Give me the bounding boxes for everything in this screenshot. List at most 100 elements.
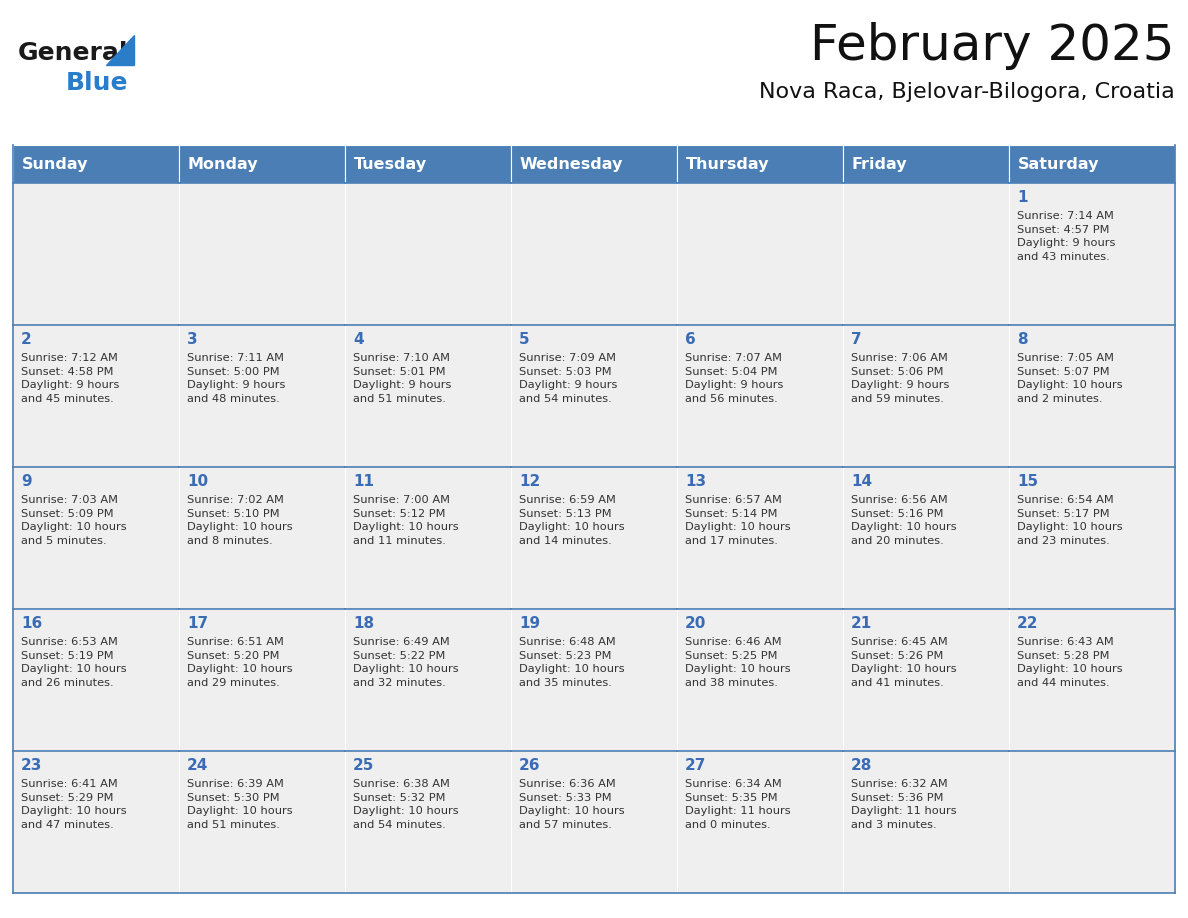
Text: February 2025: February 2025: [810, 22, 1175, 70]
Bar: [843, 751, 1009, 893]
Text: 21: 21: [851, 616, 872, 631]
Text: 26: 26: [519, 758, 541, 773]
Polygon shape: [106, 35, 134, 65]
Text: 25: 25: [353, 758, 374, 773]
Bar: [345, 183, 511, 325]
Text: Sunrise: 7:03 AM
Sunset: 5:09 PM
Daylight: 10 hours
and 5 minutes.: Sunrise: 7:03 AM Sunset: 5:09 PM Dayligh…: [21, 495, 127, 546]
Text: Sunrise: 7:02 AM
Sunset: 5:10 PM
Daylight: 10 hours
and 8 minutes.: Sunrise: 7:02 AM Sunset: 5:10 PM Dayligh…: [187, 495, 292, 546]
Text: Saturday: Saturday: [1018, 156, 1100, 172]
Text: Sunrise: 6:53 AM
Sunset: 5:19 PM
Daylight: 10 hours
and 26 minutes.: Sunrise: 6:53 AM Sunset: 5:19 PM Dayligh…: [21, 637, 127, 688]
Text: 20: 20: [685, 616, 707, 631]
Bar: [843, 467, 1009, 609]
Text: 18: 18: [353, 616, 374, 631]
Text: 10: 10: [187, 474, 208, 489]
Bar: [179, 145, 345, 183]
Text: Sunrise: 6:57 AM
Sunset: 5:14 PM
Daylight: 10 hours
and 17 minutes.: Sunrise: 6:57 AM Sunset: 5:14 PM Dayligh…: [685, 495, 791, 546]
Text: Monday: Monday: [188, 156, 259, 172]
Text: 3: 3: [187, 332, 197, 347]
Text: Sunrise: 7:11 AM
Sunset: 5:00 PM
Daylight: 9 hours
and 48 minutes.: Sunrise: 7:11 AM Sunset: 5:00 PM Dayligh…: [187, 353, 285, 404]
Text: Sunday: Sunday: [23, 156, 88, 172]
Text: Tuesday: Tuesday: [354, 156, 428, 172]
Text: 7: 7: [851, 332, 861, 347]
Bar: [1009, 183, 1175, 325]
Bar: [511, 467, 677, 609]
Text: Sunrise: 6:51 AM
Sunset: 5:20 PM
Daylight: 10 hours
and 29 minutes.: Sunrise: 6:51 AM Sunset: 5:20 PM Dayligh…: [187, 637, 292, 688]
Bar: [843, 183, 1009, 325]
Bar: [511, 751, 677, 893]
Bar: [179, 183, 345, 325]
Text: Sunrise: 6:36 AM
Sunset: 5:33 PM
Daylight: 10 hours
and 57 minutes.: Sunrise: 6:36 AM Sunset: 5:33 PM Dayligh…: [519, 779, 625, 830]
Bar: [13, 325, 179, 467]
Text: Sunrise: 7:07 AM
Sunset: 5:04 PM
Daylight: 9 hours
and 56 minutes.: Sunrise: 7:07 AM Sunset: 5:04 PM Dayligh…: [685, 353, 783, 404]
Text: Sunrise: 7:09 AM
Sunset: 5:03 PM
Daylight: 9 hours
and 54 minutes.: Sunrise: 7:09 AM Sunset: 5:03 PM Dayligh…: [519, 353, 618, 404]
Text: 28: 28: [851, 758, 872, 773]
Text: Sunrise: 6:41 AM
Sunset: 5:29 PM
Daylight: 10 hours
and 47 minutes.: Sunrise: 6:41 AM Sunset: 5:29 PM Dayligh…: [21, 779, 127, 830]
Text: 9: 9: [21, 474, 32, 489]
Text: 4: 4: [353, 332, 364, 347]
Bar: [345, 145, 511, 183]
Text: 8: 8: [1017, 332, 1028, 347]
Text: 24: 24: [187, 758, 208, 773]
Bar: [677, 145, 843, 183]
Text: Sunrise: 7:12 AM
Sunset: 4:58 PM
Daylight: 9 hours
and 45 minutes.: Sunrise: 7:12 AM Sunset: 4:58 PM Dayligh…: [21, 353, 119, 404]
Text: Sunrise: 7:10 AM
Sunset: 5:01 PM
Daylight: 9 hours
and 51 minutes.: Sunrise: 7:10 AM Sunset: 5:01 PM Dayligh…: [353, 353, 451, 404]
Bar: [843, 325, 1009, 467]
Text: 12: 12: [519, 474, 541, 489]
Text: Blue: Blue: [67, 71, 128, 95]
Text: Thursday: Thursday: [685, 156, 770, 172]
Bar: [345, 751, 511, 893]
Text: Sunrise: 6:59 AM
Sunset: 5:13 PM
Daylight: 10 hours
and 14 minutes.: Sunrise: 6:59 AM Sunset: 5:13 PM Dayligh…: [519, 495, 625, 546]
Bar: [179, 467, 345, 609]
Text: Friday: Friday: [852, 156, 908, 172]
Text: Sunrise: 6:56 AM
Sunset: 5:16 PM
Daylight: 10 hours
and 20 minutes.: Sunrise: 6:56 AM Sunset: 5:16 PM Dayligh…: [851, 495, 956, 546]
Text: Sunrise: 6:45 AM
Sunset: 5:26 PM
Daylight: 10 hours
and 41 minutes.: Sunrise: 6:45 AM Sunset: 5:26 PM Dayligh…: [851, 637, 956, 688]
Bar: [677, 467, 843, 609]
Text: 2: 2: [21, 332, 32, 347]
Text: Sunrise: 6:49 AM
Sunset: 5:22 PM
Daylight: 10 hours
and 32 minutes.: Sunrise: 6:49 AM Sunset: 5:22 PM Dayligh…: [353, 637, 459, 688]
Bar: [345, 609, 511, 751]
Text: Sunrise: 7:05 AM
Sunset: 5:07 PM
Daylight: 10 hours
and 2 minutes.: Sunrise: 7:05 AM Sunset: 5:07 PM Dayligh…: [1017, 353, 1123, 404]
Text: Sunrise: 7:06 AM
Sunset: 5:06 PM
Daylight: 9 hours
and 59 minutes.: Sunrise: 7:06 AM Sunset: 5:06 PM Dayligh…: [851, 353, 949, 404]
Text: 5: 5: [519, 332, 530, 347]
Text: 11: 11: [353, 474, 374, 489]
Bar: [13, 467, 179, 609]
Bar: [345, 325, 511, 467]
Bar: [677, 325, 843, 467]
Text: 17: 17: [187, 616, 208, 631]
Bar: [179, 325, 345, 467]
Text: Nova Raca, Bjelovar-Bilogora, Croatia: Nova Raca, Bjelovar-Bilogora, Croatia: [759, 82, 1175, 102]
Bar: [345, 467, 511, 609]
Bar: [511, 609, 677, 751]
Text: 1: 1: [1017, 190, 1028, 205]
Bar: [677, 609, 843, 751]
Text: Sunrise: 6:32 AM
Sunset: 5:36 PM
Daylight: 11 hours
and 3 minutes.: Sunrise: 6:32 AM Sunset: 5:36 PM Dayligh…: [851, 779, 956, 830]
Text: Sunrise: 6:48 AM
Sunset: 5:23 PM
Daylight: 10 hours
and 35 minutes.: Sunrise: 6:48 AM Sunset: 5:23 PM Dayligh…: [519, 637, 625, 688]
Bar: [511, 183, 677, 325]
Text: Sunrise: 6:46 AM
Sunset: 5:25 PM
Daylight: 10 hours
and 38 minutes.: Sunrise: 6:46 AM Sunset: 5:25 PM Dayligh…: [685, 637, 791, 688]
Bar: [677, 751, 843, 893]
Bar: [1009, 325, 1175, 467]
Bar: [677, 183, 843, 325]
Text: 13: 13: [685, 474, 706, 489]
Bar: [511, 145, 677, 183]
Bar: [179, 751, 345, 893]
Text: 6: 6: [685, 332, 696, 347]
Text: Sunrise: 6:54 AM
Sunset: 5:17 PM
Daylight: 10 hours
and 23 minutes.: Sunrise: 6:54 AM Sunset: 5:17 PM Dayligh…: [1017, 495, 1123, 546]
Text: Sunrise: 6:39 AM
Sunset: 5:30 PM
Daylight: 10 hours
and 51 minutes.: Sunrise: 6:39 AM Sunset: 5:30 PM Dayligh…: [187, 779, 292, 830]
Text: General: General: [18, 41, 128, 65]
Text: 16: 16: [21, 616, 43, 631]
Text: Sunrise: 6:34 AM
Sunset: 5:35 PM
Daylight: 11 hours
and 0 minutes.: Sunrise: 6:34 AM Sunset: 5:35 PM Dayligh…: [685, 779, 791, 830]
Bar: [1009, 145, 1175, 183]
Text: 22: 22: [1017, 616, 1038, 631]
Bar: [1009, 609, 1175, 751]
Bar: [843, 145, 1009, 183]
Text: 23: 23: [21, 758, 43, 773]
Bar: [179, 609, 345, 751]
Text: 19: 19: [519, 616, 541, 631]
Bar: [1009, 751, 1175, 893]
Text: 27: 27: [685, 758, 707, 773]
Text: 14: 14: [851, 474, 872, 489]
Text: 15: 15: [1017, 474, 1038, 489]
Text: Wednesday: Wednesday: [520, 156, 624, 172]
Bar: [13, 145, 179, 183]
